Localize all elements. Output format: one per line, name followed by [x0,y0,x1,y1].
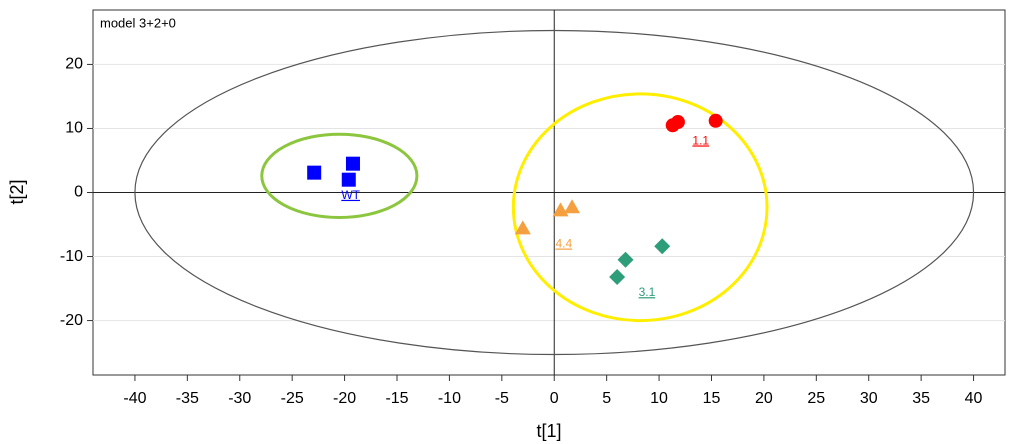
y-tick-label: 10 [65,120,83,137]
x-tick-label: -20 [333,390,356,407]
x-tick-label: 0 [550,390,559,407]
point [552,202,569,217]
x-tick-label: 10 [650,390,668,407]
x-axis-title: t[1] [536,421,561,441]
x-tick-label: 30 [860,390,878,407]
y-tick-label: 20 [65,56,83,73]
x-tick-label: -5 [495,390,509,407]
point [708,113,723,128]
point [609,269,626,286]
group-label: WT [341,188,360,202]
confidence-ellipse [511,92,769,323]
confidence-ellipse [134,29,975,356]
x-tick-label: -25 [281,390,304,407]
x-tick-label: 40 [965,390,983,407]
point [345,156,360,171]
x-tick-label: -40 [123,390,146,407]
x-tick-label: -30 [228,390,251,407]
point [307,165,322,180]
y-tick-label: -10 [60,248,83,265]
x-tick-label: 35 [912,390,930,407]
x-tick-label: 5 [602,390,611,407]
x-tick-label: -15 [385,390,408,407]
x-tick-label: -10 [438,390,461,407]
y-axis-title: t[2] [7,179,27,204]
group-label: 3.1 [639,285,656,299]
point [514,220,531,235]
annotation: model 3+2+0 [100,15,176,30]
group-label: 1.1 [692,133,709,147]
point [670,115,685,130]
point [654,238,671,255]
confidence-ellipse [260,132,419,219]
point [341,172,356,187]
x-tick-label: 25 [807,390,825,407]
group-label: 4.4 [555,237,572,251]
x-tick-label: 15 [703,390,721,407]
x-tick-label: 20 [755,390,773,407]
point [564,199,581,214]
y-tick-label: -20 [60,312,83,329]
y-tick-label: 0 [74,184,83,201]
x-tick-label: -35 [176,390,199,407]
point [617,251,634,268]
